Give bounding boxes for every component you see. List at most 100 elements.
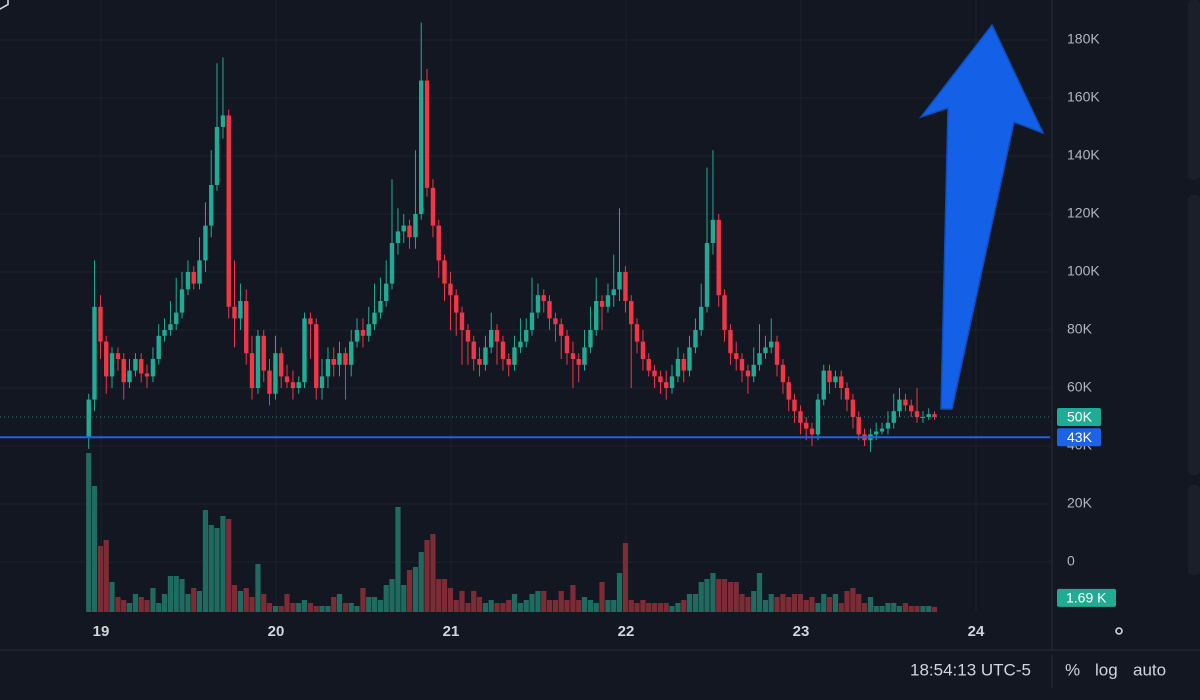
x-tick-label: 20 bbox=[268, 623, 285, 640]
volume-bar bbox=[826, 597, 833, 612]
volume-bar bbox=[593, 603, 599, 612]
settings-icon[interactable] bbox=[1115, 627, 1123, 635]
candle-body bbox=[792, 399, 797, 412]
volume-bar bbox=[231, 585, 238, 612]
candle-body bbox=[109, 353, 115, 377]
candle-body bbox=[296, 382, 301, 388]
volume-bar bbox=[103, 540, 109, 612]
candle-body bbox=[547, 300, 552, 319]
candle-body bbox=[494, 329, 500, 342]
volume-bar bbox=[389, 579, 395, 612]
volume-bar bbox=[657, 603, 664, 612]
y-tick-label: 140K bbox=[1067, 147, 1100, 163]
candle-body bbox=[704, 242, 710, 307]
auto-toggle[interactable]: auto bbox=[1133, 660, 1166, 679]
volume-bar bbox=[354, 606, 360, 612]
candle-body bbox=[483, 347, 488, 365]
volume-bar bbox=[97, 546, 104, 612]
volume-bar bbox=[208, 525, 214, 612]
horizontal-line-label: 43K bbox=[1067, 429, 1093, 445]
volume-bar bbox=[494, 603, 500, 612]
volume-bar bbox=[226, 519, 232, 612]
volume-bar bbox=[453, 600, 459, 612]
volume-bar bbox=[768, 594, 774, 612]
candle-body bbox=[541, 295, 546, 301]
volume-bar bbox=[278, 606, 284, 612]
volume-bar bbox=[418, 552, 424, 612]
volume-bar bbox=[91, 486, 98, 612]
volume-bar bbox=[465, 603, 471, 612]
candle-body bbox=[197, 260, 202, 284]
candle-body bbox=[343, 353, 348, 365]
volume-bar bbox=[383, 585, 389, 612]
candle-body bbox=[512, 347, 517, 365]
volume-bar bbox=[109, 582, 115, 612]
candle-body bbox=[471, 341, 476, 359]
candle-body bbox=[617, 271, 622, 290]
candle-body bbox=[331, 358, 336, 365]
candle-body bbox=[360, 329, 366, 336]
volume-bar bbox=[838, 603, 844, 612]
volume-bar bbox=[622, 543, 629, 612]
candle-body bbox=[681, 358, 686, 371]
volume-bar bbox=[173, 576, 179, 612]
candle-body bbox=[226, 115, 231, 307]
y-tick-label: 20K bbox=[1067, 495, 1093, 511]
candle-body bbox=[774, 341, 780, 365]
candle-body bbox=[244, 300, 249, 354]
y-tick-label: 180K bbox=[1067, 31, 1100, 47]
log-toggle[interactable]: log bbox=[1095, 660, 1118, 679]
candle-body bbox=[652, 370, 657, 377]
volume-bar bbox=[430, 534, 436, 612]
volume-bar bbox=[121, 600, 127, 612]
volume-bar bbox=[348, 603, 354, 612]
volume-bar bbox=[301, 600, 308, 612]
volume-bar bbox=[564, 600, 570, 612]
volume-bar bbox=[611, 600, 617, 612]
candle-body bbox=[139, 358, 144, 374]
candle-body bbox=[675, 358, 681, 377]
y-tick-label: 160K bbox=[1067, 89, 1100, 105]
volume-bar bbox=[856, 594, 862, 612]
candle-body bbox=[477, 358, 482, 365]
volume-bar bbox=[558, 591, 564, 612]
candle-body bbox=[121, 358, 126, 383]
volume-bar bbox=[488, 600, 494, 612]
candle-body bbox=[728, 329, 733, 354]
volume-bar bbox=[144, 600, 150, 612]
candle-body bbox=[127, 370, 132, 383]
volume-bar bbox=[360, 588, 366, 612]
candle-body bbox=[308, 318, 313, 325]
candle-body bbox=[518, 341, 523, 348]
candle-body bbox=[751, 364, 756, 377]
candle-body bbox=[448, 283, 453, 296]
volume-bar bbox=[681, 600, 687, 612]
candle-body bbox=[623, 271, 628, 301]
candle-body bbox=[86, 399, 91, 438]
volume-bar bbox=[698, 582, 704, 612]
volume-bar bbox=[926, 606, 932, 612]
candle-body bbox=[874, 431, 879, 435]
volume-bar bbox=[196, 591, 203, 612]
volume-bar bbox=[447, 588, 454, 612]
candle-body bbox=[804, 422, 809, 429]
side-panel bbox=[1188, 195, 1200, 475]
volume-bar bbox=[249, 597, 255, 612]
candle-body bbox=[897, 399, 902, 412]
volume-bar bbox=[716, 579, 722, 612]
volume-bar bbox=[891, 603, 897, 612]
volume-bar bbox=[902, 603, 909, 612]
volume-bar bbox=[756, 573, 763, 612]
volume-bar bbox=[850, 588, 856, 612]
candle-body bbox=[424, 80, 430, 188]
volume-bar bbox=[377, 600, 384, 612]
volume-bar bbox=[791, 594, 798, 612]
candle-body bbox=[839, 376, 844, 388]
volume-bar bbox=[541, 591, 547, 612]
candle-body bbox=[605, 295, 611, 307]
candle-body bbox=[389, 242, 395, 284]
candle-body bbox=[885, 422, 891, 429]
last-price-label: 50K bbox=[1067, 409, 1093, 425]
volume-bar bbox=[646, 603, 652, 612]
percent-toggle[interactable]: % bbox=[1065, 660, 1080, 679]
